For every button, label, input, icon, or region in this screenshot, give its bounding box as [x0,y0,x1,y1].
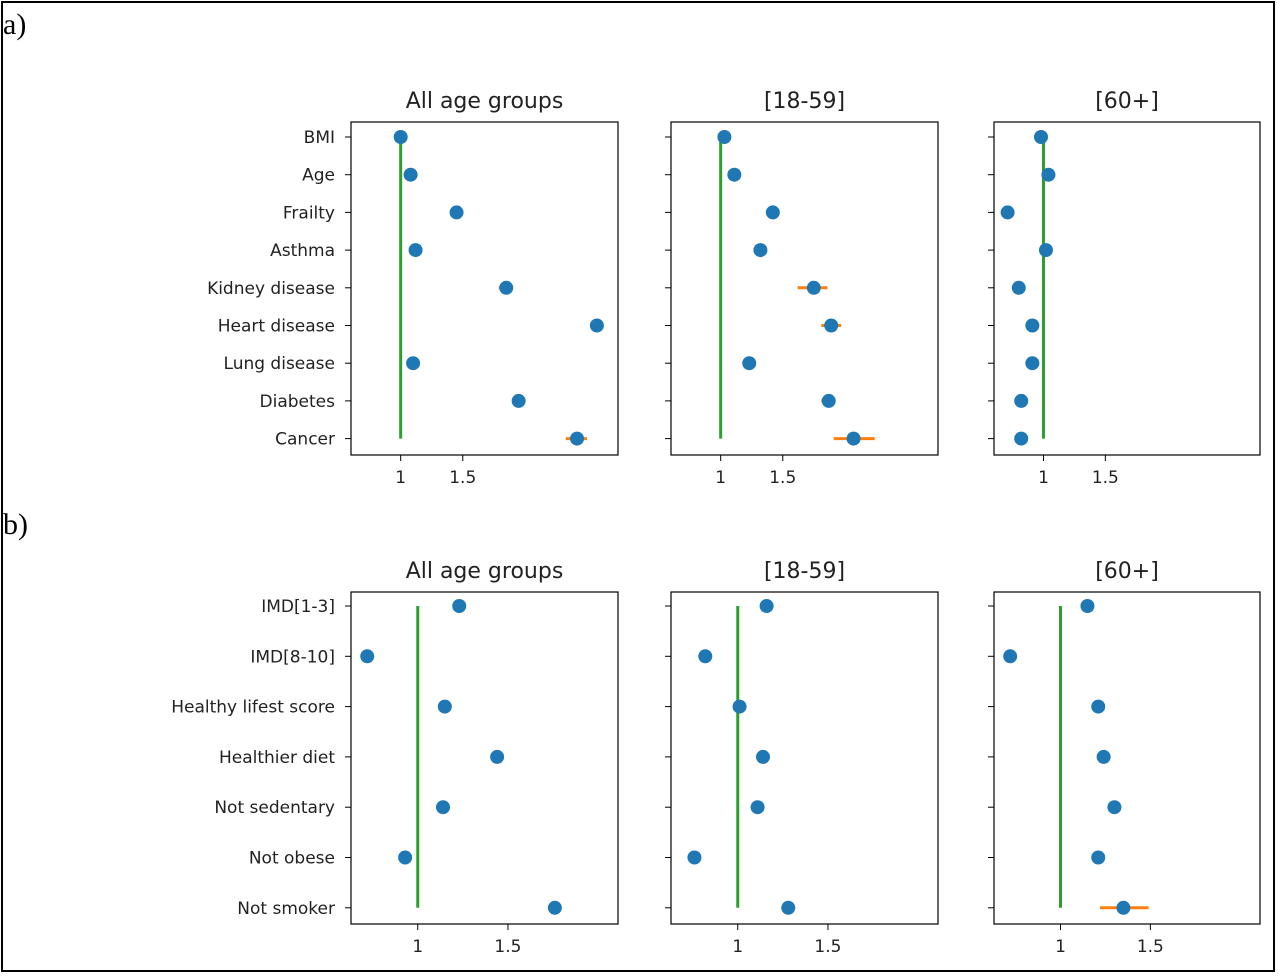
data-point [759,599,774,613]
x-tick-label: 1.5 [494,937,521,957]
data-point [437,699,452,714]
y-tick-label: IMD[1-3] [261,597,335,617]
data-point [1107,800,1122,815]
data-point [360,649,375,664]
panel-label-a: a) [3,8,27,41]
axes-frame [993,121,1261,456]
data-point [687,850,702,865]
subplot-a-1: All age groups 1 1.5 BMI Age Frailty Asthma Kid… [207,89,619,488]
x-tick-label: 1 [715,468,726,488]
data-point [406,356,421,371]
data-point [589,318,604,333]
data-point [806,280,821,295]
x-tick-label: 1.5 [814,937,841,957]
subplot-title: [60+] [1095,559,1159,584]
subplot-a-2: [18-59] 1 1.5 [665,89,939,488]
data-point [1116,900,1131,915]
data-point [1003,649,1018,664]
axes-frame [350,591,619,925]
data-point [824,318,839,333]
data-point [490,749,505,764]
x-tick-label: 1.5 [449,468,476,488]
subplot-title: [60+] [1095,89,1159,114]
data-point [1096,749,1111,764]
y-tick-label: Asthma [270,241,335,261]
data-point [756,749,771,764]
y-tick-label: Healthy lifest score [171,698,335,718]
data-point [717,130,732,144]
axes-frame [350,121,619,456]
x-tick-label: 1 [732,937,743,957]
data-point [1011,280,1026,295]
data-point [732,699,747,714]
data-point [393,130,408,144]
y-tick-label: Lung disease [224,354,335,374]
y-tick-label: Cancer [275,430,335,450]
data-point [1014,431,1029,446]
data-point [846,431,861,446]
data-point [750,800,765,815]
y-tick-label: BMI [304,128,335,148]
data-point [1025,356,1040,371]
subplot-title: All age groups [406,89,564,114]
data-point [821,393,836,408]
data-point [1091,850,1106,865]
x-tick-label: 1.5 [1137,937,1164,957]
subplot-title: All age groups [406,559,564,584]
data-point [511,393,526,408]
y-tick-label: Not smoker [237,899,335,919]
y-tick-label: Heart disease [218,317,335,337]
data-point [698,649,713,664]
y-tick-label: Frailty [283,203,335,223]
y-tick-label: Age [302,166,335,186]
data-point [1025,318,1040,333]
data-point [547,900,562,915]
data-point [753,243,768,258]
y-tick-label: Not sedentary [214,798,335,818]
x-tick-label: 1.5 [1092,468,1119,488]
data-point [1041,167,1056,182]
subplot-a-3: [60+] 1 1.5 [988,89,1261,488]
data-point [1014,393,1029,408]
data-point [1091,699,1106,714]
data-point [727,167,742,182]
data-point [403,167,418,182]
data-point [452,599,467,613]
data-point [570,431,585,446]
data-point [1000,205,1015,220]
subplot-b-2: [18-59] 1 1.5 [665,559,939,957]
y-tick-label: Kidney disease [207,279,335,299]
data-point [781,900,796,915]
subplot-b-1: All age groups 1 1.5 IMD[1-3] IMD[8-10] Healt… [171,559,619,957]
subplot-b-3: [60+] 1 1.5 [988,559,1261,957]
x-tick-label: 1.5 [769,468,796,488]
x-tick-label: 1 [1038,468,1049,488]
x-tick-label: 1 [1055,937,1066,957]
data-point [398,850,413,865]
data-point [765,205,780,220]
y-tick-label: Not obese [249,849,335,869]
y-tick-label: Healthier diet [219,748,335,768]
y-tick-label: Diabetes [260,392,336,412]
panel-label-b: b) [3,508,28,541]
subplot-title: [18-59] [764,559,845,584]
data-point [499,280,514,295]
data-point [1034,130,1049,144]
subplot-title: [18-59] [764,89,845,114]
data-point [1080,599,1095,613]
data-point [436,800,451,815]
x-tick-label: 1 [412,937,423,957]
axes-frame [670,591,939,925]
y-tick-label: IMD[8-10] [250,647,335,667]
data-point [742,356,757,371]
data-point [1038,243,1053,258]
axes-frame [993,591,1261,925]
data-point [449,205,464,220]
data-point [408,243,423,258]
axes-frame [670,121,939,456]
x-tick-label: 1 [395,468,406,488]
